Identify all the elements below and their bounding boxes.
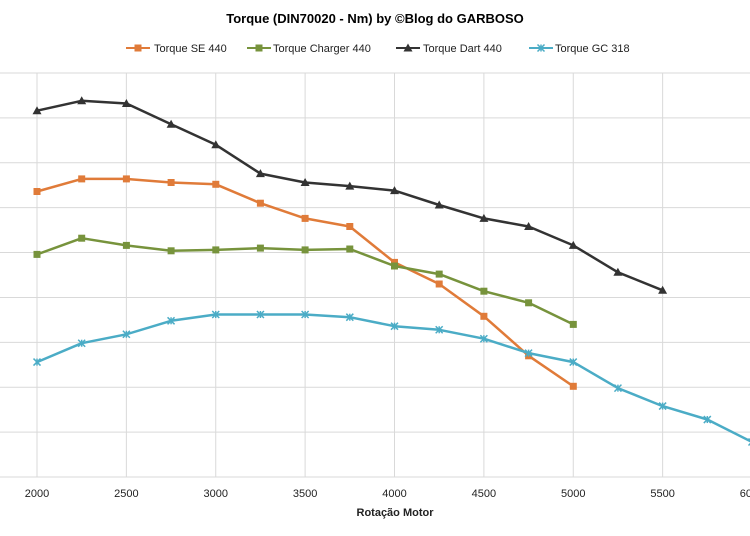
data-point-torque-dart-440-3000	[211, 140, 221, 149]
data-point-torque-charger-440-5000	[569, 320, 577, 328]
data-point-torque-charger-440-4750	[525, 299, 533, 307]
data-point-torque-se-440-2500	[122, 175, 130, 183]
data-point-torque-se-440-4000	[391, 258, 398, 266]
data-point-torque-gc-318-4500	[479, 334, 488, 343]
series-torque-se-440	[33, 175, 577, 390]
data-point-torque-dart-440-2750	[166, 119, 176, 128]
data-point-torque-gc-318-3500	[301, 310, 310, 319]
data-point-torque-dart-440-2500	[121, 99, 131, 107]
data-point-torque-charger-440-3750	[346, 245, 354, 253]
data-point-torque-gc-318-2000	[32, 358, 42, 367]
data-point-torque-charger-440-3000	[212, 246, 220, 254]
data-point-torque-gc-318-3250	[256, 310, 265, 319]
x-tick-label-2000: 2000	[25, 488, 49, 500]
data-point-torque-charger-440-2750	[167, 247, 175, 255]
data-point-torque-se-440-2250	[78, 175, 86, 183]
series-line-torque-dart-440	[35, 99, 664, 292]
series-torque-dart-440	[32, 96, 668, 294]
data-point-torque-se-440-5000	[569, 382, 577, 390]
data-point-torque-dart-440-4500	[479, 213, 489, 222]
x-tick-label-4000: 4000	[382, 488, 406, 500]
legend-label-charger440: Torque Charger 440	[273, 43, 371, 55]
x-tick-label-5000: 5000	[561, 488, 585, 500]
data-point-torque-se-440-2750	[167, 179, 175, 186]
series-torque-charger-440	[33, 234, 577, 328]
x-tick-label-5500: 5500	[650, 488, 674, 500]
x-tick-label-4500: 4500	[472, 488, 496, 500]
data-point-torque-dart-440-4000	[390, 186, 399, 195]
legend-item-dart440: Torque Dart 440	[396, 43, 502, 55]
x-tick-label-2500: 2500	[114, 488, 138, 500]
data-point-torque-dart-440-3250	[255, 169, 265, 178]
data-point-torque-charger-440-3250	[256, 244, 264, 252]
series-layer	[32, 96, 750, 447]
legend-marker-se440	[134, 44, 142, 52]
data-point-torque-gc-318-5000	[569, 358, 578, 367]
data-point-torque-se-440-3750	[346, 223, 354, 230]
data-point-torque-se-440-3000	[212, 180, 220, 188]
data-point-torque-dart-440-4250	[434, 200, 444, 209]
x-axis-ticks: 2000 2500 3000 3500 4000 4500 5000 5500 6000	[25, 488, 750, 500]
data-point-torque-gc-318-3000	[211, 310, 220, 319]
data-point-torque-gc-318-5500	[658, 402, 667, 411]
data-point-torque-dart-440-5250	[613, 267, 623, 276]
data-point-torque-charger-440-4000	[391, 262, 398, 270]
data-point-torque-dart-440-3500	[300, 178, 310, 186]
legend-item-gc318: Torque GC 318	[529, 43, 630, 55]
data-point-torque-charger-440-2000	[33, 250, 41, 258]
chart-legend: Torque SE 440 Torque Charger 440 Torque …	[126, 43, 630, 55]
data-point-torque-dart-440-2000	[32, 106, 42, 115]
data-point-torque-se-440-4250	[435, 280, 443, 288]
series-line-torque-gc-318	[35, 313, 750, 443]
data-point-torque-gc-318-5750	[703, 415, 712, 424]
legend-label-gc318: Torque GC 318	[555, 43, 630, 55]
x-axis-label: Rotação Motor	[357, 507, 435, 519]
data-point-torque-charger-440-2250	[78, 234, 86, 242]
data-point-torque-se-440-4500	[480, 312, 488, 320]
data-point-torque-charger-440-4250	[435, 270, 443, 278]
x-tick-label-6000: 6000	[740, 488, 750, 500]
data-point-torque-se-440-2000	[33, 188, 41, 195]
legend-item-se440: Torque SE 440	[126, 43, 227, 55]
x-tick-label-3500: 3500	[293, 488, 317, 500]
legend-item-charger440: Torque Charger 440	[247, 43, 371, 55]
data-point-torque-gc-318-4750	[524, 349, 533, 358]
data-point-torque-dart-440-5000	[568, 240, 578, 249]
data-point-torque-charger-440-2500	[122, 241, 130, 249]
data-point-torque-gc-318-3750	[345, 313, 354, 322]
data-point-torque-dart-440-5500	[658, 285, 668, 294]
data-point-torque-charger-440-3500	[301, 246, 309, 254]
data-point-torque-gc-318-5250	[613, 384, 622, 393]
data-point-torque-gc-318-2500	[122, 330, 131, 339]
legend-label-se440: Torque SE 440	[154, 43, 227, 55]
data-point-torque-dart-440-2250	[77, 96, 87, 105]
data-point-torque-dart-440-3750	[345, 181, 355, 190]
data-point-torque-gc-318-2750	[167, 316, 176, 325]
legend-label-dart440: Torque Dart 440	[423, 43, 502, 55]
data-point-torque-gc-318-4000	[390, 322, 399, 331]
data-point-torque-se-440-3250	[256, 199, 264, 207]
legend-marker-gc318	[536, 43, 546, 53]
data-point-torque-charger-440-4500	[480, 287, 488, 295]
data-point-torque-se-440-3500	[301, 214, 309, 222]
chart-grid	[0, 72, 750, 478]
data-point-torque-dart-440-4750	[524, 222, 534, 230]
series-torque-gc-318	[32, 310, 750, 447]
data-point-torque-gc-318-4250	[435, 325, 444, 334]
chart-title: Torque (DIN70020 - Nm) by ©Blog do GARBO…	[226, 11, 524, 26]
data-point-torque-gc-318-2250	[77, 339, 86, 348]
legend-marker-charger440	[255, 44, 263, 52]
x-tick-label-3000: 3000	[204, 488, 228, 500]
legend-marker-dart440	[403, 43, 413, 52]
